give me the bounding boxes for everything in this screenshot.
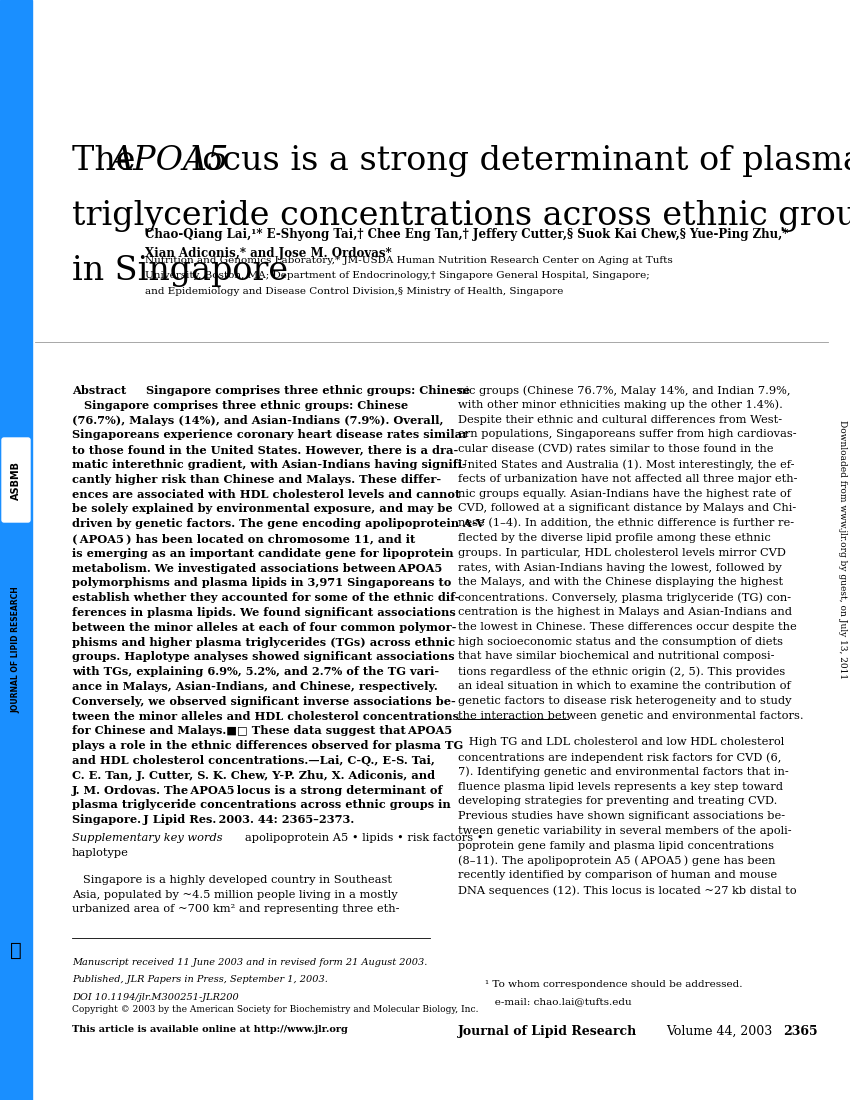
Text: that have similar biochemical and nutritional composi-: that have similar biochemical and nutrit…	[458, 651, 774, 661]
Text: Despite their ethnic and cultural differences from West-: Despite their ethnic and cultural differ…	[458, 415, 782, 425]
Text: Volume 44, 2003: Volume 44, 2003	[666, 1025, 773, 1038]
Text: fects of urbanization have not affected all three major eth-: fects of urbanization have not affected …	[458, 474, 797, 484]
Text: and HDL cholesterol concentrations.—Lai, C-Q., E-S. Tai,: and HDL cholesterol concentrations.—Lai,…	[72, 755, 435, 767]
Text: ¹ To whom correspondence should be addressed.: ¹ To whom correspondence should be addre…	[485, 980, 743, 989]
Text: (8–11). The apolipoprotein A5 ( APOA5 ) gene has been: (8–11). The apolipoprotein A5 ( APOA5 ) …	[458, 856, 775, 866]
Text: between the minor alleles at each of four common polymor-: between the minor alleles at each of fou…	[72, 621, 456, 632]
Text: Conversely, we observed significant inverse associations be-: Conversely, we observed significant inve…	[72, 696, 456, 707]
Text: be solely explained by environmental exposure, and may be: be solely explained by environmental exp…	[72, 504, 452, 515]
Text: and Epidemiology and Disease Control Division,§ Ministry of Health, Singapore: and Epidemiology and Disease Control Div…	[145, 287, 564, 296]
Text: plays a role in the ethnic differences observed for plasma TG: plays a role in the ethnic differences o…	[72, 740, 463, 751]
Text: Singapore comprises three ethnic groups: Chinese: Singapore comprises three ethnic groups:…	[72, 399, 408, 410]
Text: for Chinese and Malays.■□ These data suggest that APOA5: for Chinese and Malays.■□ These data sug…	[72, 725, 452, 736]
Text: nese (1–4). In addition, the ethnic difference is further re-: nese (1–4). In addition, the ethnic diff…	[458, 518, 794, 528]
Text: (76.7%), Malays (14%), and Asian-Indians (7.9%). Overall,: (76.7%), Malays (14%), and Asian-Indians…	[72, 415, 444, 426]
Text: the interaction between genetic and environmental factors.: the interaction between genetic and envi…	[458, 711, 803, 720]
Text: nic groups equally. Asian-Indians have the highest rate of: nic groups equally. Asian-Indians have t…	[458, 488, 791, 498]
Text: rates, with Asian-Indians having the lowest, followed by: rates, with Asian-Indians having the low…	[458, 562, 782, 573]
Text: groups. Haplotype analyses showed significant associations: groups. Haplotype analyses showed signif…	[72, 651, 455, 662]
Text: urbanized area of ~700 km² and representing three eth-: urbanized area of ~700 km² and represent…	[72, 904, 399, 914]
Text: developing strategies for preventing and treating CVD.: developing strategies for preventing and…	[458, 796, 778, 806]
Text: groups. In particular, HDL cholesterol levels mirror CVD: groups. In particular, HDL cholesterol l…	[458, 548, 786, 558]
Text: 2365: 2365	[783, 1025, 818, 1038]
Text: Supplementary key words: Supplementary key words	[72, 834, 223, 844]
Text: This article is available online at http://www.jlr.org: This article is available online at http…	[72, 1025, 348, 1034]
Text: genetic factors to disease risk heterogeneity and to study: genetic factors to disease risk heteroge…	[458, 696, 791, 706]
Text: driven by genetic factors. The gene encoding apolipoprotein A-V: driven by genetic factors. The gene enco…	[72, 518, 484, 529]
Text: an ideal situation in which to examine the contribution of: an ideal situation in which to examine t…	[458, 681, 790, 691]
FancyBboxPatch shape	[2, 438, 30, 522]
Text: DNA sequences (12). This locus is located ~27 kb distal to: DNA sequences (12). This locus is locate…	[458, 886, 796, 895]
Text: Singapore is a highly developed country in Southeast: Singapore is a highly developed country …	[72, 874, 392, 884]
Text: tions regardless of the ethnic origin (2, 5). This provides: tions regardless of the ethnic origin (2…	[458, 667, 785, 676]
Text: Downloaded from www.jlr.org by guest, on July 13, 2011: Downloaded from www.jlr.org by guest, on…	[837, 420, 847, 680]
Text: Abstract: Abstract	[72, 385, 127, 396]
Text: with other minor ethnicities making up the other 1.4%).: with other minor ethnicities making up t…	[458, 399, 783, 410]
Text: ern populations, Singaporeans suffer from high cardiovas-: ern populations, Singaporeans suffer fro…	[458, 429, 796, 439]
Text: ( APOA5 ) has been located on chromosome 11, and it: ( APOA5 ) has been located on chromosome…	[72, 534, 416, 544]
Text: the Malays, and with the Chinese displaying the highest: the Malays, and with the Chinese display…	[458, 578, 783, 587]
Bar	[0, 0, 32, 1100]
Text: Previous studies have shown significant associations be-: Previous studies have shown significant …	[458, 811, 785, 822]
Text: Journal of Lipid Research: Journal of Lipid Research	[458, 1025, 638, 1038]
Text: Chao-Qiang Lai,¹* E-Shyong Tai,† Chee Eng Tan,† Jeffery Cutter,§ Suok Kai Chew,§: Chao-Qiang Lai,¹* E-Shyong Tai,† Chee En…	[145, 228, 788, 241]
Text: apolipoprotein A5 • lipids • risk factors •: apolipoprotein A5 • lipids • risk factor…	[234, 834, 484, 844]
Text: High TG and LDL cholesterol and low HDL cholesterol: High TG and LDL cholesterol and low HDL …	[458, 737, 785, 747]
Text: C. E. Tan, J. Cutter, S. K. Chew, Y-P. Zhu, X. Adiconis, and: C. E. Tan, J. Cutter, S. K. Chew, Y-P. Z…	[72, 770, 435, 781]
Text: ⎓: ⎓	[10, 940, 22, 959]
Text: Singaporeans experience coronary heart disease rates similar: Singaporeans experience coronary heart d…	[72, 429, 468, 440]
Text: haplotype: haplotype	[72, 848, 129, 858]
Text: concentrations are independent risk factors for CVD (6,: concentrations are independent risk fact…	[458, 752, 781, 762]
Text: Nutrition and Genomics Laboratory,* JM-USDA Human Nutrition Research Center on A: Nutrition and Genomics Laboratory,* JM-U…	[145, 256, 672, 265]
Text: The: The	[72, 145, 146, 177]
Text: in Singapore: in Singapore	[72, 255, 288, 287]
Text: nic groups (Chinese 76.7%, Malay 14%, and Indian 7.9%,: nic groups (Chinese 76.7%, Malay 14%, an…	[458, 385, 790, 396]
Text: Copyright © 2003 by the American Society for Biochemistry and Molecular Biology,: Copyright © 2003 by the American Society…	[72, 1005, 479, 1014]
Text: the lowest in Chinese. These differences occur despite the: the lowest in Chinese. These differences…	[458, 621, 796, 631]
Text: recently identified by comparison of human and mouse: recently identified by comparison of hum…	[458, 870, 777, 880]
Text: triglyceride concentrations across ethnic groups: triglyceride concentrations across ethni…	[72, 200, 850, 232]
Text: e-mail: chao.lai@tufts.edu: e-mail: chao.lai@tufts.edu	[485, 998, 632, 1006]
Text: tween the minor alleles and HDL cholesterol concentrations: tween the minor alleles and HDL choleste…	[72, 711, 459, 722]
Text: J. M. Ordovas. The APOA5 locus is a strong determinant of: J. M. Ordovas. The APOA5 locus is a stro…	[72, 784, 444, 795]
Text: is emerging as an important candidate gene for lipoprotein: is emerging as an important candidate ge…	[72, 548, 454, 559]
Text: metabolism. We investigated associations between APOA5: metabolism. We investigated associations…	[72, 562, 442, 573]
Text: 7). Identifying genetic and environmental factors that in-: 7). Identifying genetic and environmenta…	[458, 767, 789, 778]
Text: locus is a strong determinant of plasma: locus is a strong determinant of plasma	[181, 145, 850, 177]
Text: with TGs, explaining 6.9%, 5.2%, and 2.7% of the TG vari-: with TGs, explaining 6.9%, 5.2%, and 2.7…	[72, 667, 439, 678]
Text: University, Boston, MA; Department of Endocrinology,† Singapore General Hospital: University, Boston, MA; Department of En…	[145, 272, 649, 280]
Text: polymorphisms and plasma lipids in 3,971 Singaporeans to: polymorphisms and plasma lipids in 3,971…	[72, 578, 451, 588]
Text: phisms and higher plasma triglycerides (TGs) across ethnic: phisms and higher plasma triglycerides (…	[72, 637, 455, 648]
Text: centration is the highest in Malays and Asian-Indians and: centration is the highest in Malays and …	[458, 607, 792, 617]
Text: high socioeconomic status and the consumption of diets: high socioeconomic status and the consum…	[458, 637, 783, 647]
Text: cantly higher risk than Chinese and Malays. These differ-: cantly higher risk than Chinese and Mala…	[72, 474, 441, 485]
Text: JOURNAL OF LIPID RESEARCH: JOURNAL OF LIPID RESEARCH	[12, 586, 20, 714]
Text: ASBMB: ASBMB	[11, 461, 21, 499]
Text: cular disease (CVD) rates similar to those found in the: cular disease (CVD) rates similar to tho…	[458, 444, 774, 454]
Text: United States and Australia (1). Most interestingly, the ef-: United States and Australia (1). Most in…	[458, 459, 795, 470]
Text: APOA5: APOA5	[110, 145, 230, 177]
Text: CVD, followed at a significant distance by Malays and Chi-: CVD, followed at a significant distance …	[458, 504, 796, 514]
Text: establish whether they accounted for some of the ethnic dif-: establish whether they accounted for som…	[72, 592, 460, 603]
Text: Xian Adiconis,* and Jose M. Ordovas*: Xian Adiconis,* and Jose M. Ordovas*	[145, 248, 392, 260]
Text: flected by the diverse lipid profile among these ethnic: flected by the diverse lipid profile amo…	[458, 534, 771, 543]
Text: ferences in plasma lipids. We found significant associations: ferences in plasma lipids. We found sign…	[72, 607, 456, 618]
Text: to those found in the United States. However, there is a dra-: to those found in the United States. How…	[72, 444, 458, 455]
Text: concentrations. Conversely, plasma triglyceride (TG) con-: concentrations. Conversely, plasma trigl…	[458, 592, 791, 603]
Text: Singapore comprises three ethnic groups: Chinese: Singapore comprises three ethnic groups:…	[134, 385, 470, 396]
Text: Asia, populated by ~4.5 million people living in a mostly: Asia, populated by ~4.5 million people l…	[72, 890, 398, 900]
Text: poprotein gene family and plasma lipid concentrations: poprotein gene family and plasma lipid c…	[458, 840, 774, 850]
Text: Published, JLR Papers in Press, September 1, 2003.: Published, JLR Papers in Press, Septembe…	[72, 976, 328, 984]
Text: matic interethnic gradient, with Asian-Indians having signifi-: matic interethnic gradient, with Asian-I…	[72, 459, 467, 470]
Text: plasma triglyceride concentrations across ethnic groups in: plasma triglyceride concentrations acros…	[72, 800, 450, 811]
Text: ences are associated with HDL cholesterol levels and cannot: ences are associated with HDL cholestero…	[72, 488, 460, 499]
Text: Manuscript received 11 June 2003 and in revised form 21 August 2003.: Manuscript received 11 June 2003 and in …	[72, 958, 428, 967]
Text: DOI 10.1194/jlr.M300251-JLR200: DOI 10.1194/jlr.M300251-JLR200	[72, 993, 239, 1002]
Text: Singapore. J Lipid Res. 2003. 44: 2365–2373.: Singapore. J Lipid Res. 2003. 44: 2365–2…	[72, 814, 354, 825]
Text: fluence plasma lipid levels represents a key step toward: fluence plasma lipid levels represents a…	[458, 782, 783, 792]
Text: tween genetic variability in several members of the apoli-: tween genetic variability in several mem…	[458, 826, 791, 836]
Text: ance in Malays, Asian-Indians, and Chinese, respectively.: ance in Malays, Asian-Indians, and Chine…	[72, 681, 438, 692]
